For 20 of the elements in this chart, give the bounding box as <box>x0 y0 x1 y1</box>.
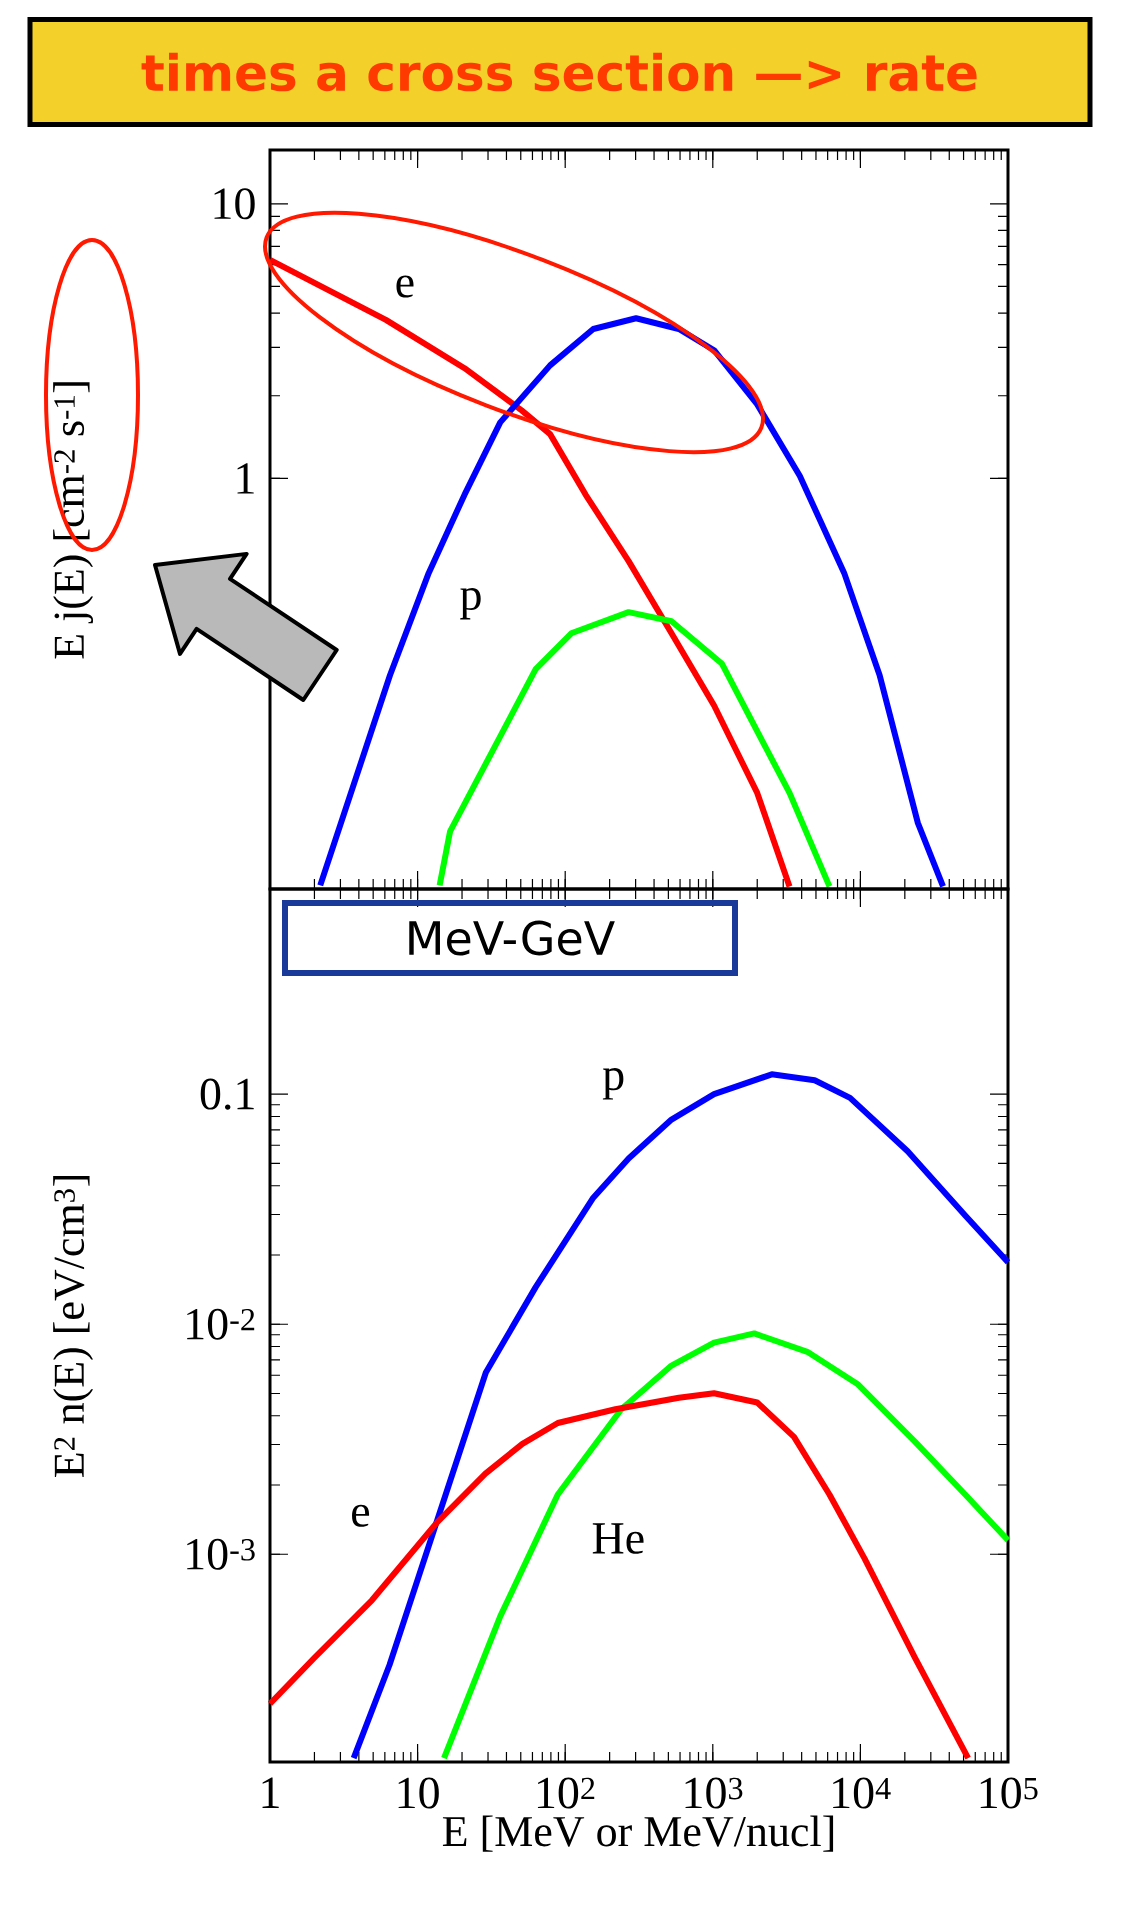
x-tick-label: 10$^{3}$ <box>685 1777 743 1809</box>
y-tick-label: 1 <box>237 463 254 494</box>
annotation: MeV-GeV <box>409 920 615 956</box>
x-tick-label: 1 <box>262 1777 279 1808</box>
series-label: p <box>460 587 481 620</box>
text: times a cross section —> rate <box>141 52 977 92</box>
x-tick-label: 10$^{2}$ <box>537 1777 595 1809</box>
y-tick-label: 10$^{-3}$ <box>187 1538 255 1570</box>
y-tick-label: 10$^{-2}$ <box>187 1308 255 1340</box>
y-tick-label: 10 <box>214 188 255 220</box>
x-tick-label: 10$^{5}$ <box>980 1777 1038 1809</box>
series-label: e <box>396 275 414 298</box>
x-axis-title: E [MeV or MeV/nucl] <box>442 1815 834 1852</box>
series-label: e <box>352 1504 370 1527</box>
y-tick-label: 0.1 <box>200 1078 254 1110</box>
series-label: He <box>592 1523 644 1554</box>
y-axis-title: E$^{2}$ n(E) [eV/cm$^{3}$] <box>53 1176 94 1477</box>
series-label: p <box>602 1068 624 1100</box>
x-tick-label: 10 <box>398 1777 439 1809</box>
x-tick-label: 10$^{4}$ <box>833 1777 891 1809</box>
